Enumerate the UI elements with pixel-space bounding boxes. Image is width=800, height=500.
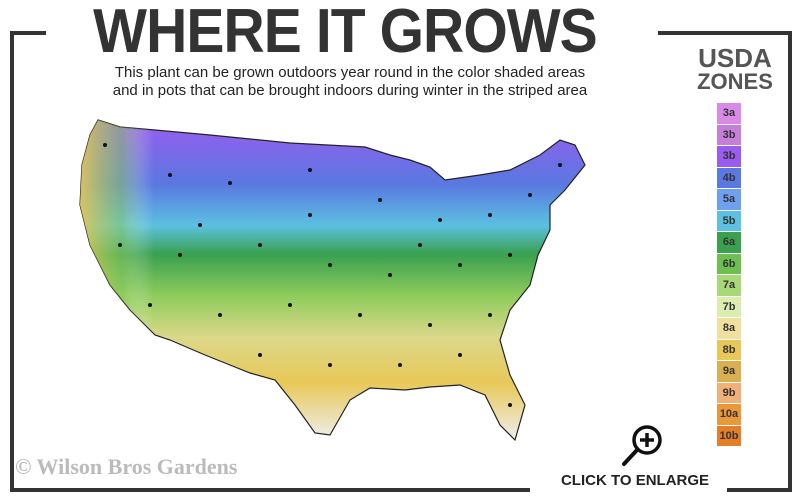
city-dot: [168, 173, 172, 177]
city-dot: [148, 303, 152, 307]
subtitle: This plant can be grown outdoors year ro…: [50, 64, 650, 100]
city-dot: [398, 363, 402, 367]
legend-zone-9a: 9a: [717, 361, 741, 382]
legend-title: USDA ZONES: [680, 43, 790, 94]
legend-zone-7b: 7b: [717, 296, 741, 317]
subtitle-line: This plant can be grown outdoors year ro…: [114, 64, 586, 81]
legend-zone-4b: 4b: [717, 167, 741, 188]
legend-title-line: USDA: [698, 43, 772, 73]
city-dot: [258, 243, 262, 247]
legend-zone-3b: 3b: [717, 124, 741, 145]
city-dot: [198, 223, 202, 227]
city-dot: [508, 253, 512, 257]
legend-title-line: ZONES: [697, 69, 773, 94]
city-dot: [458, 263, 462, 267]
city-dot: [488, 213, 492, 217]
legend-zone-8b: 8b: [717, 339, 741, 360]
frame-line: [727, 488, 792, 492]
legend-zone-10a: 10a: [717, 404, 741, 425]
city-dot: [118, 243, 122, 247]
frame-line: [658, 31, 792, 35]
copyright-watermark: © Wilson Bros Gardens: [15, 454, 238, 479]
legend-zone-7a: 7a: [717, 275, 741, 296]
city-dot: [488, 313, 492, 317]
legend-zone-5a: 5a: [717, 189, 741, 210]
enlarge-label: CLICK TO ENLARGE: [560, 472, 710, 489]
city-dot: [258, 353, 262, 357]
click-to-enlarge-button[interactable]: CLICK TO ENLARGE: [540, 420, 730, 495]
city-dot: [508, 403, 512, 407]
legend-zone-3a: 3a: [717, 103, 741, 124]
city-dot: [103, 143, 107, 147]
city-dot: [308, 213, 312, 217]
legend-zone-6a: 6a: [717, 232, 741, 253]
city-dot: [438, 218, 442, 222]
frame-line: [788, 31, 792, 492]
city-dot: [288, 303, 292, 307]
legend-zone-6b: 6b: [717, 253, 741, 274]
city-dot: [388, 273, 392, 277]
legend-zone-10b: 10b: [717, 425, 741, 446]
city-dot: [428, 323, 432, 327]
city-dots: [103, 143, 562, 407]
frame-line: [10, 31, 14, 492]
city-dot: [178, 253, 182, 257]
legend-zone-8a: 8a: [717, 318, 741, 339]
frame-line: [10, 488, 530, 492]
city-dot: [528, 193, 532, 197]
city-dot: [218, 313, 222, 317]
city-dot: [328, 363, 332, 367]
zoom-in-magnifier-icon: [622, 425, 662, 466]
city-dot: [228, 181, 232, 185]
usda-zone-legend: 3a 3b 3b 4b 5a 5b 6a 6b 7a 7b 8a 8b 9a 9b 10a 10b: [717, 103, 741, 447]
subtitle-line: and in pots that can be brought indoors …: [112, 82, 588, 99]
city-dot: [458, 353, 462, 357]
city-dot: [558, 163, 562, 167]
legend-zone-5b: 5b: [717, 210, 741, 231]
legend-zone-3b: 3b: [717, 146, 741, 167]
page-title: WHERE IT GROWS: [93, 0, 598, 66]
city-dot: [358, 313, 362, 317]
city-dot: [328, 263, 332, 267]
city-dot: [418, 243, 422, 247]
frame-line: [10, 31, 46, 35]
city-dot: [378, 198, 382, 202]
city-dot: [308, 168, 312, 172]
usda-zone-map[interactable]: [60, 105, 620, 455]
legend-zone-9b: 9b: [717, 382, 741, 403]
